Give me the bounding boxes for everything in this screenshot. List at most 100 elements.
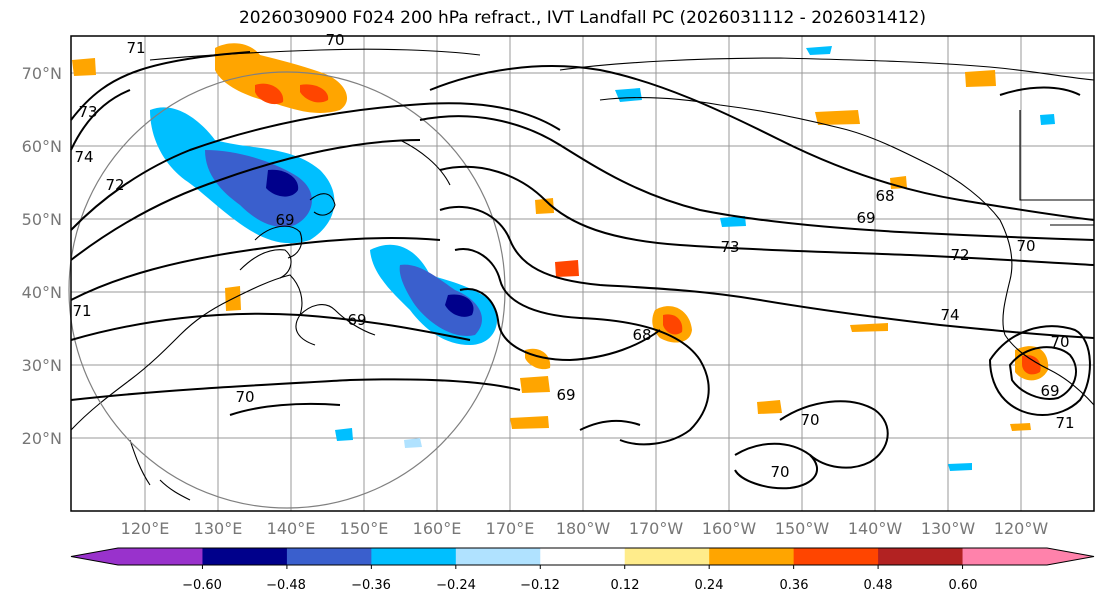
- lon-label: 130°W: [921, 519, 976, 538]
- positive-core-east: [1022, 355, 1041, 375]
- colorbar-segment: [202, 548, 288, 565]
- contour-label: 69: [856, 209, 875, 227]
- lon-label: 150°E: [340, 519, 389, 538]
- map-frame: [70, 35, 1095, 512]
- lat-label: 30°N: [22, 356, 62, 375]
- colorbar-tick-label: 0.60: [949, 578, 978, 593]
- positive-patch-k: [965, 70, 996, 87]
- lon-label: 120°E: [121, 519, 170, 538]
- lon-label: 120°W: [994, 519, 1049, 538]
- colorbar: [70, 547, 1095, 569]
- lat-label: 20°N: [22, 429, 62, 448]
- lon-label: 170°W: [629, 519, 684, 538]
- negative-patch-f: [1040, 114, 1055, 125]
- colorbar-extend-left: [71, 548, 118, 565]
- colorbar-tick-label: −0.36: [351, 578, 391, 593]
- contour-label: 69: [347, 311, 366, 329]
- colorbar-segment: [709, 548, 795, 565]
- negative-patch-d: [720, 216, 746, 227]
- positive-patch-f: [850, 323, 888, 332]
- longitude-labels: 120°E 130°E 140°E 150°E 160°E 170°E 180°…: [121, 519, 1049, 538]
- positive-patch-h: [535, 198, 554, 214]
- lon-label: 130°E: [194, 519, 243, 538]
- map-title: 2026030900 F024 200 hPa refract., IVT La…: [238, 8, 926, 28]
- positive-patch-j: [1010, 423, 1031, 431]
- lon-label: 150°W: [775, 519, 830, 538]
- colorbar-segment: [962, 548, 1048, 565]
- colorbar-tick-label: −0.24: [436, 578, 476, 593]
- positive-patch-g: [757, 400, 782, 414]
- colorbar-tick-label: 0.36: [780, 578, 809, 593]
- contour-label: 74: [74, 148, 93, 166]
- positive-core-north-2: [300, 84, 329, 103]
- colorbar-segment: [878, 548, 964, 565]
- colorbar-tick-label: 0.12: [611, 578, 640, 593]
- contour-label: 69: [556, 386, 575, 404]
- contour-label: 72: [950, 246, 969, 264]
- lat-label: 70°N: [22, 64, 62, 83]
- positive-core-north: [255, 83, 284, 105]
- negative-patch-c: [335, 428, 353, 441]
- contour-label: 70: [1050, 333, 1069, 351]
- negative-region-central-mid: [399, 264, 483, 336]
- shaded-fields: [72, 43, 1055, 471]
- negative-patch-g: [404, 438, 422, 448]
- contour-label: 71: [72, 302, 91, 320]
- lat-label: 60°N: [22, 137, 62, 156]
- lon-label: 160°E: [413, 519, 462, 538]
- contour-label: 68: [875, 187, 894, 205]
- colorbar-segment: [286, 548, 372, 565]
- colorbar-segment: [118, 548, 203, 565]
- colorbar-segment: [540, 548, 626, 565]
- lon-label: 140°W: [848, 519, 903, 538]
- colorbar-segment: [371, 548, 457, 565]
- lon-label: 140°E: [267, 519, 316, 538]
- contour-label: 73: [78, 103, 97, 121]
- graticule: [71, 36, 1094, 511]
- contour-label: 68: [632, 326, 651, 344]
- colorbar-tick-label: 0.48: [864, 578, 893, 593]
- negative-core-dark-2: [445, 294, 474, 317]
- contour-label-group: 71 70 73 74 72 71 69 69 68 69 73 72 70 7…: [72, 31, 1074, 481]
- contour-label: 70: [800, 411, 819, 429]
- lon-label: 180°W: [556, 519, 611, 538]
- lat-label: 50°N: [22, 210, 62, 229]
- contour-label: 74: [940, 306, 959, 324]
- colorbar-segment: [624, 548, 710, 565]
- contour-label: 70: [325, 31, 344, 49]
- colorbar-segment: [455, 548, 541, 565]
- colorbar-extend-right: [1047, 548, 1094, 565]
- contour-label: 71: [126, 39, 145, 57]
- negative-patch-e: [948, 463, 972, 471]
- contour-label: 70: [1016, 237, 1035, 255]
- contour-label: 69: [275, 211, 294, 229]
- lon-label: 160°W: [702, 519, 757, 538]
- contour-label: 70: [770, 463, 789, 481]
- lon-label: 170°E: [486, 519, 535, 538]
- negative-patch-a: [806, 46, 832, 55]
- positive-patch-b: [520, 376, 550, 393]
- colorbar-ticks: −0.60 −0.48 −0.36 −0.24 −0.12 0.12 0.24 …: [182, 578, 977, 593]
- positive-core-subtropical: [663, 314, 683, 335]
- colorbar-tick-label: −0.60: [182, 578, 222, 593]
- colorbar-tick-label: −0.48: [266, 578, 306, 593]
- negative-region-west-core: [205, 150, 312, 228]
- colorbar-tick-label: −0.12: [520, 578, 560, 593]
- latitude-labels: 70°N 60°N 50°N 40°N 30°N 20°N: [22, 64, 62, 448]
- negative-core-dark-1: [266, 169, 299, 197]
- positive-patch-c: [510, 416, 549, 429]
- coastlines: [70, 48, 1095, 501]
- colorbar-segment: [793, 548, 879, 565]
- contour-label: 70: [235, 388, 254, 406]
- lat-label: 40°N: [22, 283, 62, 302]
- contour-label: 69: [1040, 382, 1059, 400]
- colorbar-tick-label: 0.24: [695, 578, 724, 593]
- contour-label: 71: [1055, 414, 1074, 432]
- positive-region-ne: [72, 58, 96, 76]
- contour-label: 72: [105, 176, 124, 194]
- contour-label: 73: [720, 238, 739, 256]
- positive-patch-d: [555, 260, 579, 277]
- colorbar-outline: [70, 547, 1095, 566]
- positive-patch-e: [815, 110, 860, 125]
